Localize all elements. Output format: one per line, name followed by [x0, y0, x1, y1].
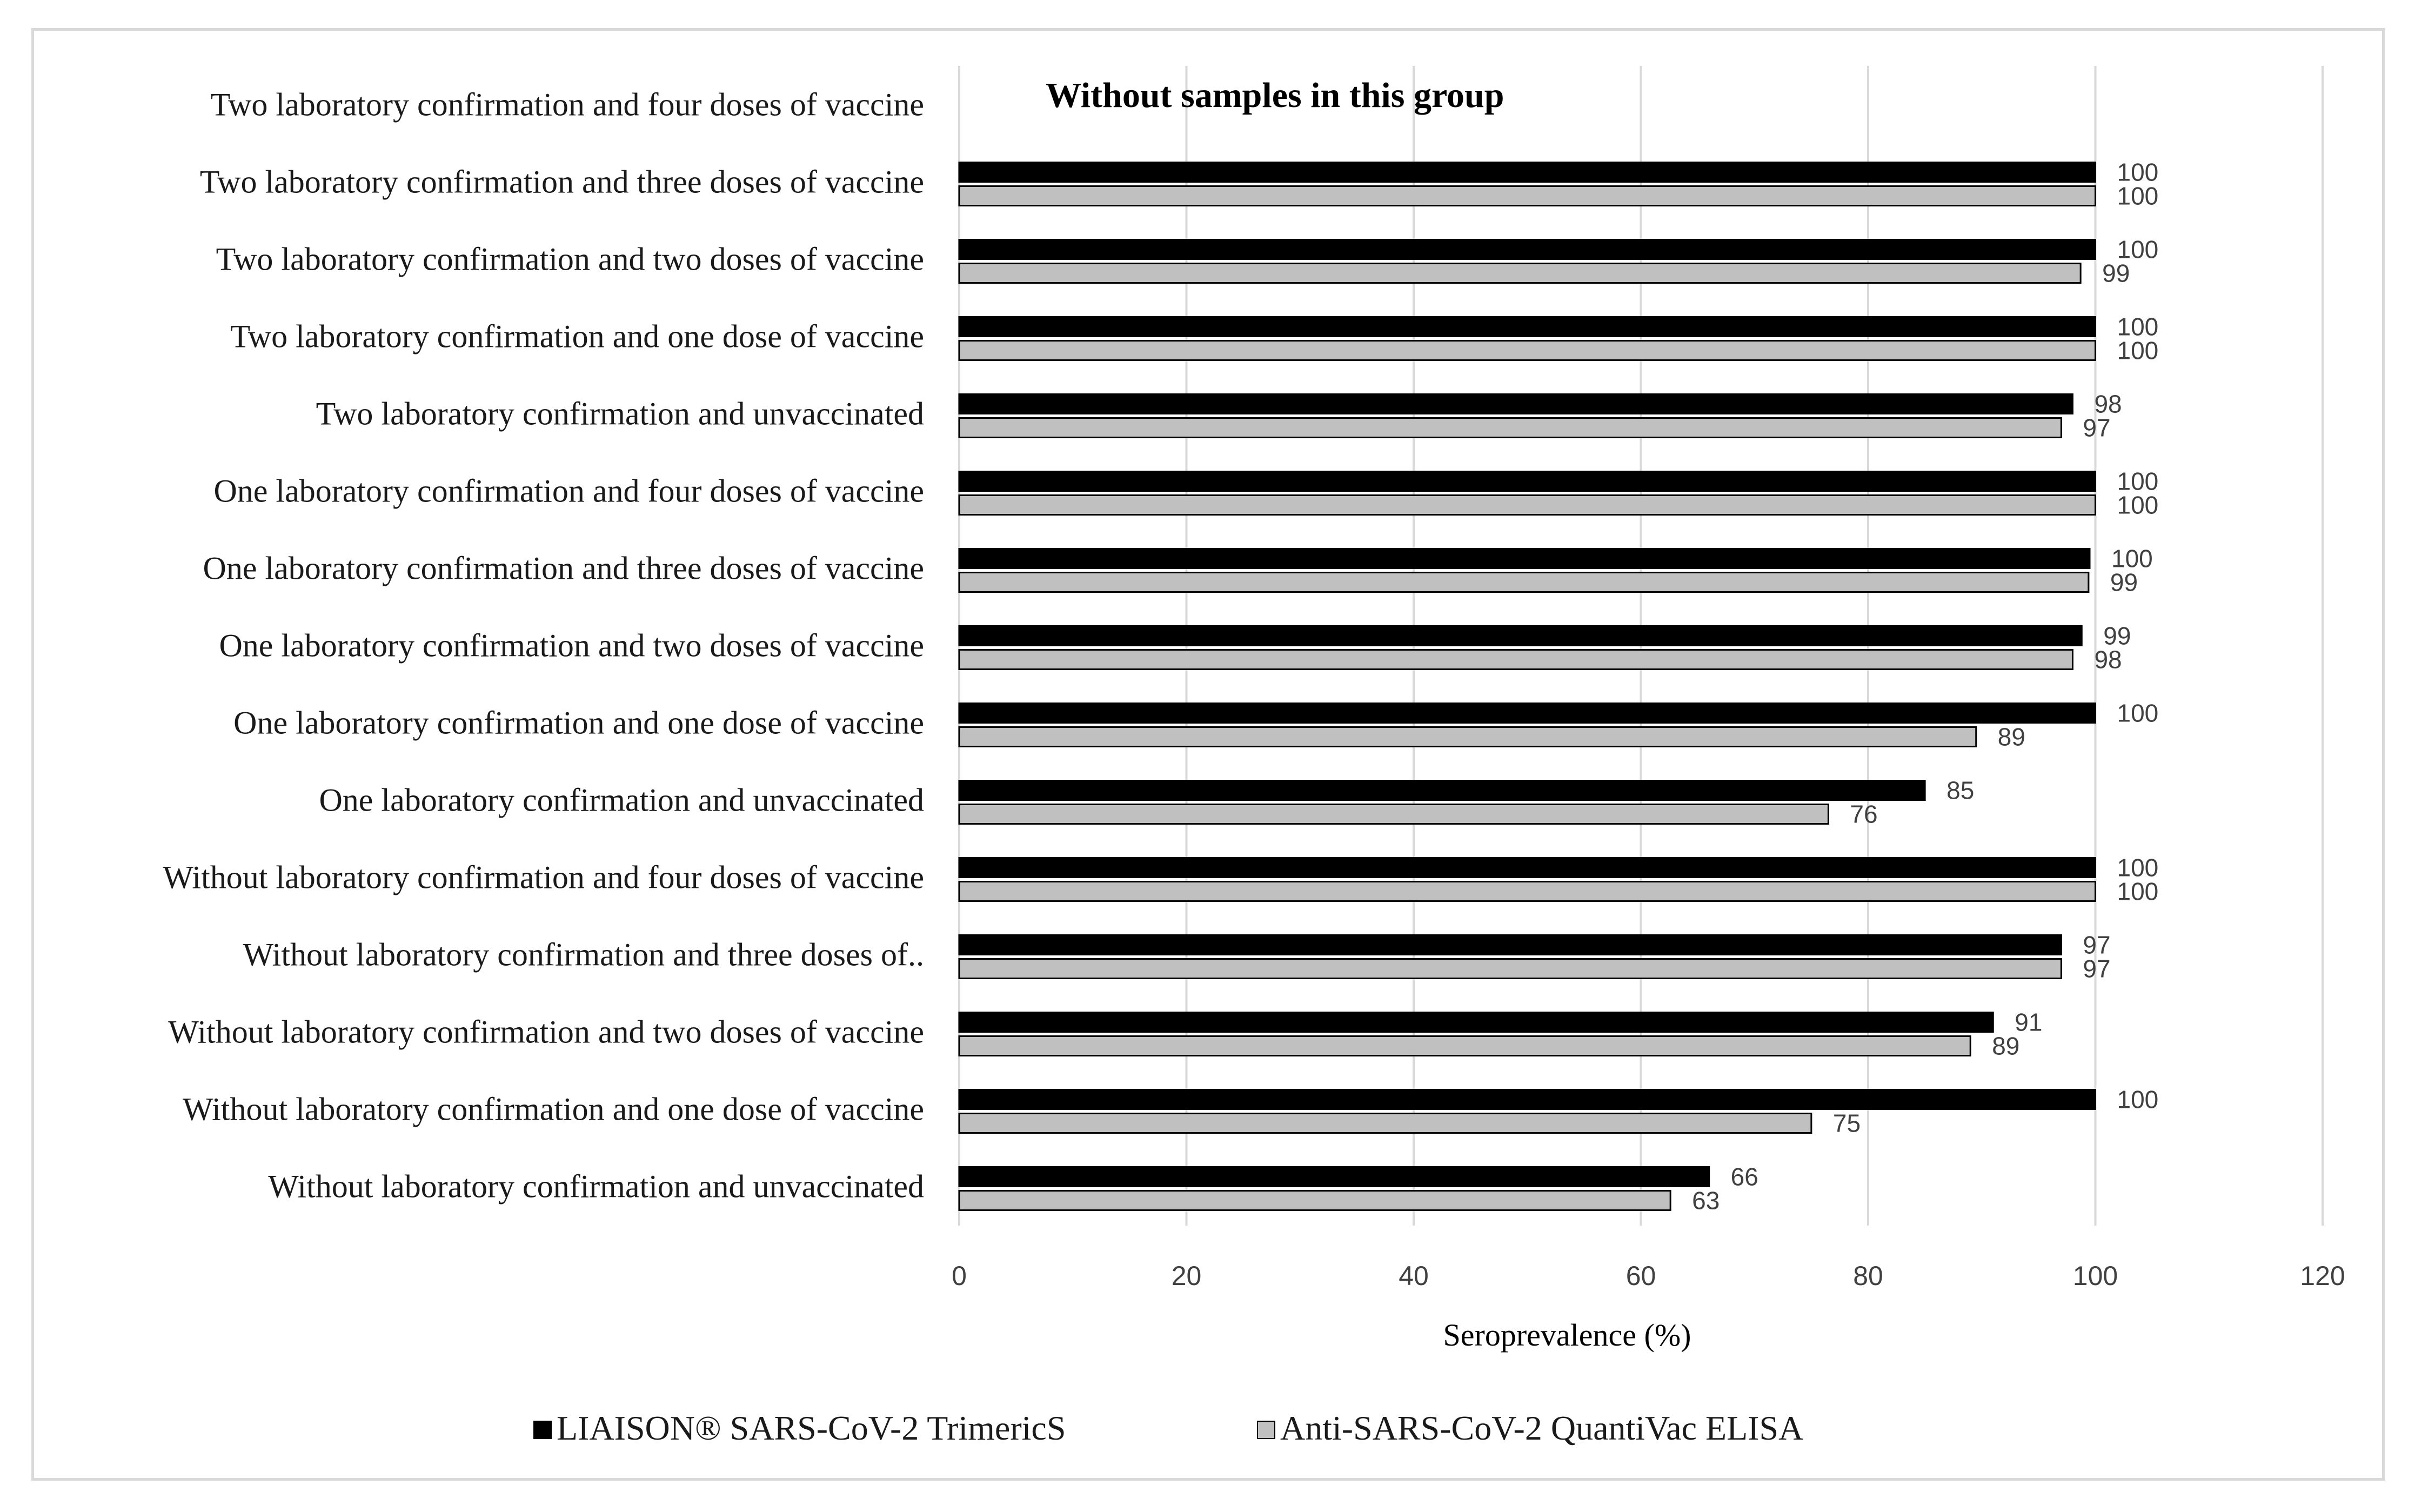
x-tick-label: 120	[2300, 1261, 2345, 1291]
category-label: One laboratory confirmation and three do…	[203, 551, 924, 586]
bar-quantivac	[958, 572, 2090, 593]
bar-quantivac	[958, 340, 2096, 361]
x-tick-label: 0	[952, 1261, 967, 1291]
bar-quantivac	[958, 1035, 1971, 1056]
data-label-liaison: 99	[2103, 622, 2131, 650]
data-label-quantivac: 76	[1850, 800, 1877, 828]
bar-liaison	[958, 316, 2096, 337]
bars	[958, 162, 2096, 1211]
bar-liaison	[958, 548, 2091, 569]
bar-liaison	[958, 857, 2096, 878]
data-label-quantivac: 63	[1692, 1187, 1720, 1215]
legend: LIAISON® SARS-CoV-2 TrimericS Anti-SARS-…	[533, 1409, 1803, 1447]
legend-label-quantivac: Anti-SARS-CoV-2 QuantiVac ELISA	[1280, 1409, 1803, 1447]
data-label-liaison: 66	[1731, 1163, 1758, 1191]
data-label-liaison: 100	[2111, 545, 2153, 573]
bar-liaison	[958, 1012, 1994, 1033]
category-label: Without laboratory confirmation and four…	[163, 860, 924, 895]
data-label-quantivac: 100	[2117, 182, 2159, 210]
data-label-liaison: 97	[2083, 931, 2110, 959]
x-tick-label: 80	[1853, 1261, 1883, 1291]
category-label: One laboratory confirmation and two dose…	[219, 628, 924, 664]
bar-liaison	[958, 393, 2073, 414]
annotation-text: Without samples in this group	[1046, 76, 1504, 115]
x-tick-label: 60	[1626, 1261, 1656, 1291]
data-label-quantivac: 98	[2094, 646, 2122, 674]
legend-label-liaison: LIAISON® SARS-CoV-2 TrimericS	[557, 1409, 1066, 1447]
x-tick-label: 40	[1399, 1261, 1429, 1291]
data-label-quantivac: 99	[2110, 568, 2138, 597]
data-label-quantivac: 100	[2117, 491, 2159, 519]
data-label-quantivac: 75	[1833, 1109, 1861, 1138]
bar-liaison	[958, 162, 2096, 183]
data-label-quantivac: 89	[1998, 723, 2025, 751]
bar-quantivac	[958, 494, 2096, 516]
category-label: Without laboratory confirmation and two …	[168, 1014, 924, 1050]
data-label-liaison: 100	[2117, 699, 2159, 727]
category-label: Two laboratory confirmation and unvaccin…	[316, 396, 924, 432]
data-label-quantivac: 97	[2083, 955, 2110, 983]
x-axis-title: Seroprevalence (%)	[1443, 1317, 1691, 1353]
bar-quantivac	[958, 726, 1977, 747]
bar-quantivac	[958, 1190, 1671, 1211]
data-label-liaison: 100	[2117, 236, 2159, 264]
bar-quantivac	[958, 417, 2062, 438]
category-label: Two laboratory confirmation and four dos…	[211, 87, 924, 123]
data-label-liaison: 100	[2117, 313, 2159, 341]
data-label-liaison: 85	[1946, 777, 1974, 805]
category-label: One laboratory confirmation and four dos…	[213, 473, 924, 509]
data-label-quantivac: 89	[1992, 1032, 2019, 1060]
x-tick-labels: 0 20 40 60 80 100 120	[952, 1261, 2345, 1291]
data-label-quantivac: 100	[2117, 337, 2159, 365]
bar-liaison	[958, 239, 2096, 260]
bar-quantivac	[958, 1113, 1812, 1134]
data-labels: 1001001009910010098971001001009999981008…	[1692, 158, 2158, 1215]
bar-liaison	[958, 934, 2062, 955]
data-label-quantivac: 97	[2083, 414, 2110, 442]
category-labels: Two laboratory confirmation and four dos…	[163, 87, 924, 1205]
bar-quantivac	[958, 804, 1829, 825]
category-label: One laboratory confirmation and one dose…	[233, 705, 924, 741]
bar-quantivac	[958, 958, 2062, 979]
bar-liaison	[958, 625, 2083, 646]
bar-liaison	[958, 1166, 1710, 1187]
bar-quantivac	[958, 185, 2096, 206]
bar-liaison	[958, 471, 2096, 492]
bar-liaison	[958, 780, 1926, 801]
bar-quantivac	[958, 649, 2073, 670]
legend-swatch-quantivac	[1257, 1421, 1275, 1439]
data-label-liaison: 100	[2117, 1086, 2159, 1114]
data-label-quantivac: 100	[2117, 878, 2159, 906]
bar-quantivac	[958, 263, 2082, 284]
category-label: Without laboratory confirmation and one …	[183, 1092, 924, 1127]
data-label-liaison: 100	[2117, 158, 2159, 186]
x-tick-label: 20	[1172, 1261, 1202, 1291]
data-label-liaison: 98	[2094, 390, 2122, 418]
bar-liaison	[958, 1089, 2096, 1110]
category-label: Two laboratory confirmation and three do…	[200, 164, 924, 200]
category-label: Two laboratory confirmation and two dose…	[216, 242, 924, 277]
data-label-liaison: 100	[2117, 854, 2159, 882]
data-label-liaison: 100	[2117, 467, 2159, 496]
data-label-liaison: 91	[2015, 1008, 2042, 1036]
category-label: Without laboratory confirmation and unva…	[268, 1169, 924, 1205]
x-tick-label: 100	[2073, 1261, 2118, 1291]
bar-liaison	[958, 703, 2096, 724]
legend-swatch-liaison	[533, 1421, 552, 1439]
category-label: Without laboratory confirmation and thre…	[243, 937, 924, 973]
bar-quantivac	[958, 881, 2096, 902]
category-label: One laboratory confirmation and unvaccin…	[319, 782, 924, 818]
data-label-quantivac: 99	[2102, 259, 2130, 287]
category-label: Two laboratory confirmation and one dose…	[230, 319, 924, 354]
